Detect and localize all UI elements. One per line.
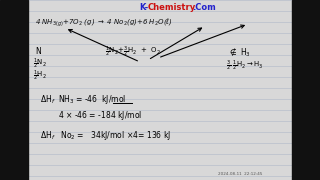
Text: $\Delta$H$_f$   No$_2$ =   34kJ/mol $\times$4= 136 kJ: $\Delta$H$_f$ No$_2$ = 34kJ/mol $\times$…	[40, 129, 171, 141]
Text: $\notin$ H$_3$: $\notin$ H$_3$	[228, 46, 251, 58]
Text: N: N	[35, 48, 41, 57]
Bar	[0, 0, 28, 180]
Text: $\Delta$H$_f$  NH$_3$ = -46  kJ/mol: $\Delta$H$_f$ NH$_3$ = -46 kJ/mol	[40, 93, 126, 107]
Text: K-: K-	[139, 3, 148, 12]
Text: 2024-08-11  22:12:45: 2024-08-11 22:12:45	[218, 172, 262, 176]
Text: $\frac{3}{2}$ $\frac{1}{2}$H$_2$$\rightarrow$H$_3$: $\frac{3}{2}$ $\frac{1}{2}$H$_2$$\righta…	[226, 59, 263, 73]
Text: $\frac{1}{2}$N$_2$: $\frac{1}{2}$N$_2$	[33, 57, 47, 71]
Text: 4 NH$_{3(g)}$+7O$_2$ (g) $\rightarrow$ 4 No$_2$(g)+6 H$_2$O($\ell$): 4 NH$_{3(g)}$+7O$_2$ (g) $\rightarrow$ 4…	[35, 16, 173, 28]
Text: Chemistry: Chemistry	[148, 3, 196, 12]
Text: $\frac{1}{2}$N$_2$+$\frac{3}{2}$H$_2$  +  O$_2$: $\frac{1}{2}$N$_2$+$\frac{3}{2}$H$_2$ + …	[105, 45, 161, 59]
Bar	[292, 0, 320, 180]
Text: $\frac{1}{2}$H$_2$: $\frac{1}{2}$H$_2$	[33, 69, 47, 83]
Text: 4 $\times$ -46 = -184 kJ/mol: 4 $\times$ -46 = -184 kJ/mol	[58, 109, 142, 123]
Text: .Com: .Com	[192, 3, 216, 12]
